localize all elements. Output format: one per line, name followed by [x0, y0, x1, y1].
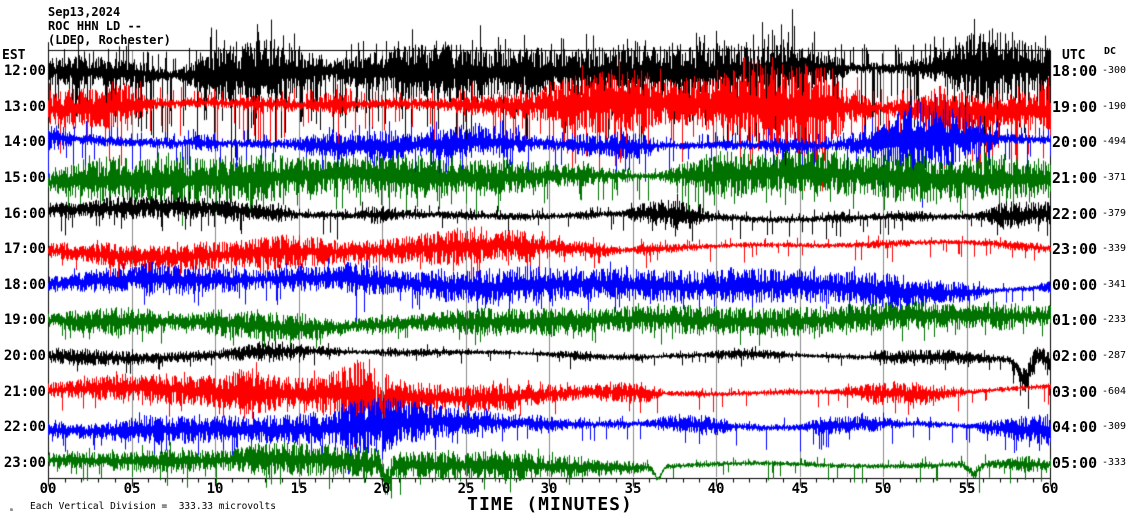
- dc-offset-value: -190: [1102, 101, 1127, 112]
- est-hour-label: 14:00: [3, 134, 46, 150]
- dc-offset-value: -309: [1102, 421, 1127, 432]
- vertical-division-footnote: Each Vertical Division = 333.33 microvol…: [30, 501, 276, 512]
- left-timezone-label: EST: [2, 48, 26, 63]
- x-tick-label: 15: [290, 481, 308, 497]
- utc-hour-label: 21:00: [1052, 169, 1098, 187]
- x-tick-label: 10: [206, 481, 224, 497]
- dc-offset-value: -287: [1102, 350, 1127, 361]
- utc-hour-label: 22:00: [1052, 205, 1098, 223]
- est-hour-label: 15:00: [3, 170, 46, 186]
- x-tick-label: 05: [123, 481, 141, 497]
- header-station-id: ROC HHN LD --: [48, 19, 142, 33]
- est-hour-label: 16:00: [3, 206, 46, 222]
- x-tick-label: 00: [39, 481, 57, 497]
- utc-hour-label: 05:00: [1052, 454, 1098, 472]
- x-tick-label: 20: [373, 481, 391, 497]
- header-date: Sep13,2024: [48, 5, 121, 19]
- utc-hour-label: 19:00: [1052, 98, 1098, 116]
- x-tick-label: 30: [540, 481, 558, 497]
- x-tick-label: 60: [1041, 481, 1059, 497]
- utc-hour-label: 04:00: [1052, 418, 1098, 436]
- right-timezone-label: UTC: [1062, 48, 1086, 63]
- est-hour-label: 22:00: [3, 419, 46, 435]
- dc-offset-value: -300: [1102, 65, 1127, 76]
- x-tick-label: 25: [457, 481, 475, 497]
- dc-offset-value: -379: [1102, 208, 1127, 219]
- dc-column-label: DC: [1104, 46, 1117, 57]
- x-tick-label: 50: [874, 481, 892, 497]
- dc-offset-value: -341: [1102, 279, 1127, 290]
- dc-offset-value: -604: [1102, 386, 1127, 397]
- dc-offset-value: -371: [1102, 172, 1127, 183]
- est-hour-label: 17:00: [3, 241, 46, 257]
- utc-hour-label: 23:00: [1052, 240, 1098, 258]
- utc-hour-label: 02:00: [1052, 347, 1098, 365]
- est-hour-label: 20:00: [3, 348, 46, 364]
- footnote-marker: ₘ: [9, 504, 14, 513]
- est-hour-label: 19:00: [3, 312, 46, 328]
- utc-hour-label: 18:00: [1052, 62, 1098, 80]
- est-hour-label: 21:00: [3, 384, 46, 400]
- dc-offset-value: -233: [1102, 314, 1127, 325]
- est-hour-label: 12:00: [3, 63, 46, 79]
- header-station-location: (LDEO, Rochester): [48, 33, 171, 47]
- x-tick-label: 35: [624, 481, 642, 497]
- utc-hour-label: 00:00: [1052, 276, 1098, 294]
- x-tick-label: 45: [791, 481, 809, 497]
- utc-hour-label: 20:00: [1052, 133, 1098, 151]
- x-tick-label: 55: [958, 481, 976, 497]
- x-axis-title: TIME (MINUTES): [467, 494, 633, 515]
- dc-offset-value: -333: [1102, 457, 1127, 468]
- est-hour-label: 23:00: [3, 455, 46, 471]
- est-hour-label: 18:00: [3, 277, 46, 293]
- est-hour-label: 13:00: [3, 99, 46, 115]
- x-tick-label: 40: [707, 481, 725, 497]
- dc-offset-value: -339: [1102, 243, 1127, 254]
- dc-offset-value: -494: [1102, 136, 1127, 147]
- utc-hour-label: 03:00: [1052, 383, 1098, 401]
- utc-hour-label: 01:00: [1052, 311, 1098, 329]
